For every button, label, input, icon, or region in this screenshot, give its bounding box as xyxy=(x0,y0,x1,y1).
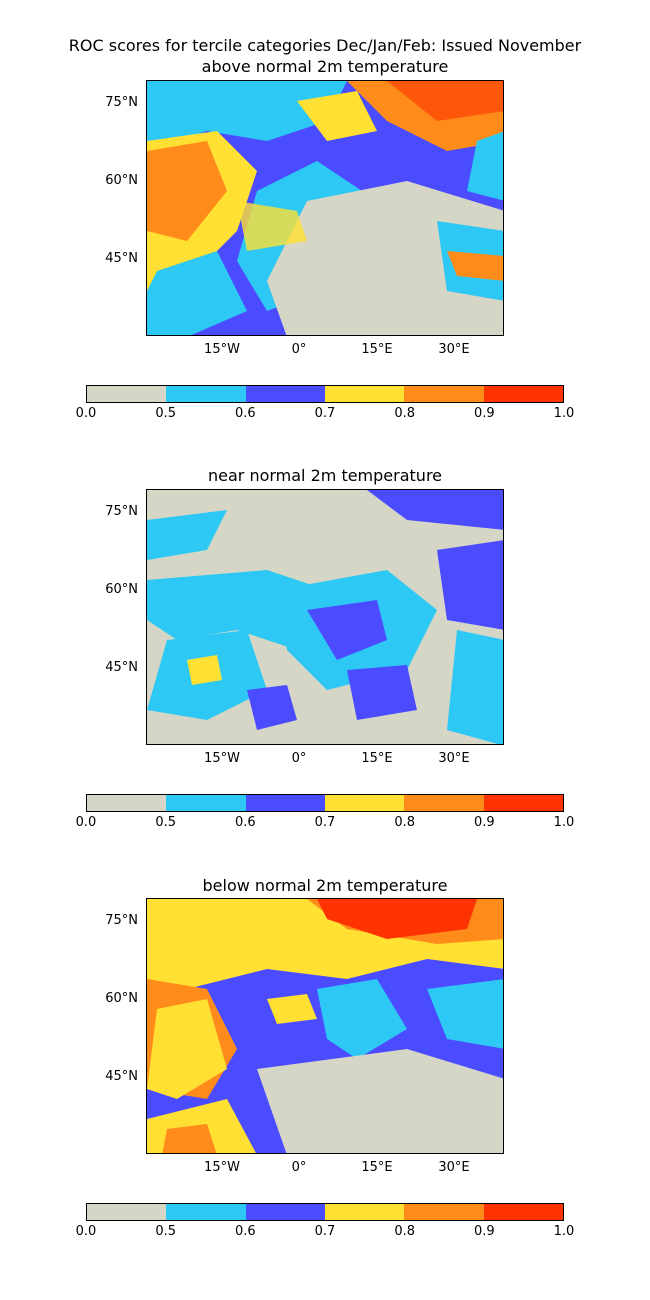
lon-tick-15w: 15°W xyxy=(204,1160,240,1175)
colorbar-bin-1 xyxy=(166,386,246,402)
map-above-normal xyxy=(146,80,504,336)
roc-field-near xyxy=(147,490,503,744)
figure-title: ROC scores for tercile categories Dec/Ja… xyxy=(68,36,582,55)
lat-tick-45: 45°N xyxy=(105,1069,138,1084)
roc-field-above xyxy=(147,81,503,335)
colorbar-bin-2 xyxy=(245,795,325,811)
lon-tick-0: 0° xyxy=(291,751,307,766)
colorbar-tick-label: 0.7 xyxy=(314,1224,336,1239)
roc-field-below xyxy=(147,899,503,1153)
lon-tick-15w: 15°W xyxy=(204,342,240,357)
colorbar-bin-4 xyxy=(404,1204,484,1220)
colorbar-bin-1 xyxy=(166,1204,246,1220)
lat-tick-45: 45°N xyxy=(105,660,138,675)
colorbar-above xyxy=(86,385,564,403)
colorbar-bin-2 xyxy=(245,386,325,402)
lon-tick-30e: 30°E xyxy=(438,751,470,766)
colorbar-bin-0 xyxy=(87,1204,167,1220)
colorbar-tick-label: 0.5 xyxy=(155,406,176,421)
lon-tick-0: 0° xyxy=(291,1160,307,1175)
colorbar-tick-label: 1.0 xyxy=(553,815,575,830)
colorbar-tick-label: 0.0 xyxy=(75,406,97,421)
colorbar-bin-5 xyxy=(483,386,563,402)
colorbar-tick-label: 0.8 xyxy=(394,406,415,421)
colorbar-tick-label: 0.7 xyxy=(314,815,336,830)
colorbar-tick-label: 0.5 xyxy=(155,815,176,830)
colorbar-bin-0 xyxy=(87,386,167,402)
colorbar-bin-3 xyxy=(324,795,405,811)
colorbar-tick-label: 0.6 xyxy=(234,815,256,830)
colorbar-tick-label: 0.7 xyxy=(314,406,336,421)
colorbar-bin-0 xyxy=(87,795,167,811)
lat-tick-75: 75°N xyxy=(105,504,138,519)
colorbar-bin-5 xyxy=(483,1204,563,1220)
lon-tick-0: 0° xyxy=(291,342,307,357)
lon-tick-15e: 15°E xyxy=(361,1160,393,1175)
colorbar-tick-label: 1.0 xyxy=(553,1224,575,1239)
lat-tick-75: 75°N xyxy=(105,913,138,928)
panel-title-above: above normal 2m temperature xyxy=(201,57,449,76)
colorbar-near xyxy=(86,794,564,812)
lat-tick-45: 45°N xyxy=(105,251,138,266)
colorbar-tick-label: 1.0 xyxy=(553,406,575,421)
colorbar-tick-label: 0.9 xyxy=(473,815,495,830)
colorbar-tick-label: 0.0 xyxy=(75,815,97,830)
lat-tick-60: 60°N xyxy=(105,173,138,188)
panel-title-below: below normal 2m temperature xyxy=(202,876,448,895)
colorbar-bin-3 xyxy=(324,386,405,402)
lat-tick-75: 75°N xyxy=(105,95,138,110)
lon-tick-30e: 30°E xyxy=(438,1160,470,1175)
lon-tick-15w: 15°W xyxy=(204,751,240,766)
lon-tick-15e: 15°E xyxy=(361,342,393,357)
colorbar-tick-label: 0.0 xyxy=(75,1224,97,1239)
colorbar-bin-2 xyxy=(245,1204,325,1220)
lat-tick-60: 60°N xyxy=(105,582,138,597)
colorbar-bin-4 xyxy=(404,795,484,811)
colorbar-bin-4 xyxy=(404,386,484,402)
colorbar-tick-label: 0.6 xyxy=(234,406,256,421)
colorbar-tick-label: 0.5 xyxy=(155,1224,176,1239)
lon-tick-15e: 15°E xyxy=(361,751,393,766)
colorbar-bin-3 xyxy=(324,1204,405,1220)
map-below-normal xyxy=(146,898,504,1154)
lon-tick-30e: 30°E xyxy=(438,342,470,357)
colorbar-below xyxy=(86,1203,564,1221)
colorbar-tick-label: 0.8 xyxy=(394,1224,415,1239)
colorbar-tick-label: 0.9 xyxy=(473,406,495,421)
map-near-normal xyxy=(146,489,504,745)
lat-tick-60: 60°N xyxy=(105,991,138,1006)
colorbar-tick-label: 0.8 xyxy=(394,815,415,830)
panel-title-near: near normal 2m temperature xyxy=(207,466,443,485)
colorbar-tick-label: 0.9 xyxy=(473,1224,495,1239)
colorbar-bin-1 xyxy=(166,795,246,811)
colorbar-tick-label: 0.6 xyxy=(234,1224,256,1239)
colorbar-bin-5 xyxy=(483,795,563,811)
